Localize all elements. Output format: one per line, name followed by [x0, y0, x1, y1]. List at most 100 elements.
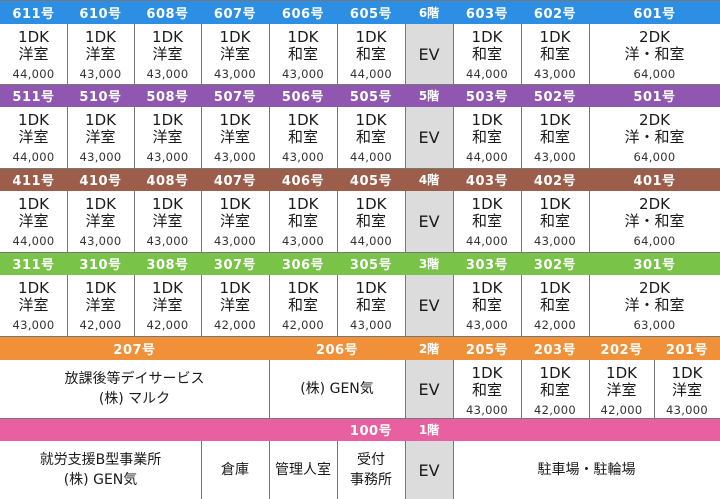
unit-cell[interactable]: 1DK 洋室 44,000	[0, 191, 67, 252]
unit-cell[interactable]: 1DK 和室 44,000	[453, 24, 521, 84]
unit-cell[interactable]: 1DK 和室 43,000	[269, 107, 337, 168]
unit-type: 1DK	[539, 111, 571, 129]
unit-layout: 洋室	[85, 296, 116, 314]
unit-rent: 42,000	[79, 318, 122, 332]
unit-cell[interactable]: 1DK 和室 43,000	[453, 360, 521, 418]
unit-cell[interactable]: 1DK 洋室 43,000	[134, 191, 201, 252]
unit-cell[interactable]: 1DK 洋室 43,000	[67, 24, 134, 84]
unit-layout: 洋室	[219, 45, 250, 63]
unit-type: 1DK	[606, 364, 637, 382]
tenant-name: 就労支援B型事業所	[39, 452, 162, 468]
unit-layout: 洋室	[85, 128, 116, 146]
unit-cell[interactable]: 2DK 洋・和室 64,000	[589, 107, 720, 168]
unit-type: 1DK	[219, 111, 251, 129]
unit-type: 1DK	[18, 195, 49, 213]
unit-type: 1DK	[287, 28, 319, 46]
parking-area[interactable]: 駐車場・駐輪場	[537, 462, 636, 478]
unit-cell[interactable]: 1DK 和室 44,000	[337, 191, 405, 252]
unit-cell[interactable]: 1DK 洋室 43,000	[0, 275, 67, 336]
floor-label: 3階	[405, 252, 453, 275]
unit-cell[interactable]: 1DK 和室 43,000	[521, 191, 589, 252]
unit-cell[interactable]: 1DK 和室 43,000	[521, 107, 589, 168]
unit-type: 1DK	[671, 364, 703, 382]
grid-line	[134, 191, 135, 252]
unit-cell[interactable]: 1DK 和室 44,000	[453, 191, 521, 252]
storage-room[interactable]: 倉庫	[221, 462, 249, 478]
unit-cell[interactable]: 1DK 和室 44,000	[337, 107, 405, 168]
grid-line	[0, 0, 720, 1]
unit-type: 1DK	[219, 195, 251, 213]
unit-layout: 和室	[355, 45, 386, 63]
grid-line	[589, 275, 590, 336]
unit-cell[interactable]: 1DK 洋室 43,000	[201, 24, 269, 84]
unit-cell[interactable]: 2DK 洋・和室 64,000	[589, 24, 720, 84]
office-b-type[interactable]: 就労支援B型事業所 (株) GEN気	[0, 441, 201, 499]
unit-number: 601号	[589, 0, 720, 24]
unit-cell[interactable]: 1DK 和室 42,000	[521, 275, 589, 336]
tenant-206[interactable]: (株) GEN気	[269, 360, 405, 418]
unit-cell[interactable]: 1DK 洋室 42,000	[67, 275, 134, 336]
floor-label: 4階	[405, 168, 453, 191]
unit-rent: 43,000	[533, 234, 577, 248]
unit-cell[interactable]: 1DK 和室 44,000	[453, 107, 521, 168]
unit-cell[interactable]: 1DK 和室 43,000	[269, 191, 337, 252]
unit-number: 605号	[337, 0, 405, 24]
unit-cell[interactable]: 1DK 洋室 43,000	[134, 24, 201, 84]
unit-cell[interactable]: 1DK 洋室 44,000	[0, 107, 67, 168]
unit-type: 1DK	[85, 28, 116, 46]
unit-rent: 42,000	[533, 403, 577, 417]
unit-rent: 42,000	[533, 318, 577, 332]
grid-line	[134, 24, 135, 84]
unit-cell[interactable]: 1DK 洋室 42,000	[201, 275, 269, 336]
unit-cell[interactable]: 1DK 洋室 42,000	[589, 360, 654, 418]
unit-cell[interactable]: 1DK 和室 44,000	[337, 24, 405, 84]
unit-number: 306号	[269, 252, 337, 275]
unit-layout: 和室	[471, 45, 502, 63]
unit-cell[interactable]: 1DK 和室 42,000	[521, 360, 589, 418]
tenant-207[interactable]: 放課後等デイサービス (株) マルク	[0, 360, 269, 418]
unit-cell[interactable]: 2DK 洋・和室 64,000	[589, 191, 720, 252]
unit-cell[interactable]: 1DK 和室 43,000	[337, 275, 405, 336]
unit-rent: 43,000	[281, 234, 325, 248]
unit-layout: 洋室	[85, 212, 116, 230]
unit-cell[interactable]: 2DK 洋・和室 63,000	[589, 275, 720, 336]
grid-line	[453, 441, 454, 499]
unit-rent: 43,000	[665, 403, 709, 417]
unit-cell[interactable]: 1DK 和室 43,000	[453, 275, 521, 336]
unit-number: 202号	[589, 336, 654, 360]
unit-cell[interactable]: 1DK 洋室 43,000	[67, 107, 134, 168]
unit-type: 1DK	[287, 279, 319, 297]
unit-type: 1DK	[85, 195, 116, 213]
reception-label: 受付	[357, 452, 385, 468]
unit-type: 1DK	[355, 195, 387, 213]
unit-type: 1DK	[471, 111, 503, 129]
unit-number: 207号	[0, 336, 269, 360]
grid-line	[67, 24, 68, 84]
unit-number: 203号	[521, 336, 589, 360]
unit-cell[interactable]: 1DK 洋室 43,000	[201, 191, 269, 252]
elevator: EV	[405, 24, 453, 84]
unit-cell[interactable]: 1DK 洋室 42,000	[134, 275, 201, 336]
unit-cell[interactable]: 1DK 洋室 43,000	[134, 107, 201, 168]
manager-room[interactable]: 管理人室	[275, 462, 331, 478]
unit-cell[interactable]: 1DK 洋室 43,000	[654, 360, 720, 418]
unit-cell[interactable]: 1DK 洋室 44,000	[0, 24, 67, 84]
unit-cell[interactable]: 1DK 洋室 43,000	[67, 191, 134, 252]
unit-rent: 44,000	[12, 150, 55, 164]
unit-cell[interactable]: 1DK 和室 43,000	[521, 24, 589, 84]
unit-layout: 洋室	[18, 128, 49, 146]
unit-number: 403号	[453, 168, 521, 191]
unit-cell[interactable]: 1DK 和室 42,000	[269, 275, 337, 336]
elevator: EV	[405, 107, 453, 168]
unit-number: 505号	[337, 84, 405, 107]
grid-line	[0, 418, 720, 419]
unit-layout: 和室	[539, 296, 570, 314]
tenant-company: (株) マルク	[98, 391, 171, 407]
unit-cell[interactable]: 1DK 和室 43,000	[269, 24, 337, 84]
grid-line	[521, 24, 522, 84]
reception-office[interactable]: 受付 事務所	[337, 441, 405, 499]
grid-line	[0, 336, 720, 337]
grid-line	[337, 191, 338, 252]
unit-cell[interactable]: 1DK 洋室 43,000	[201, 107, 269, 168]
